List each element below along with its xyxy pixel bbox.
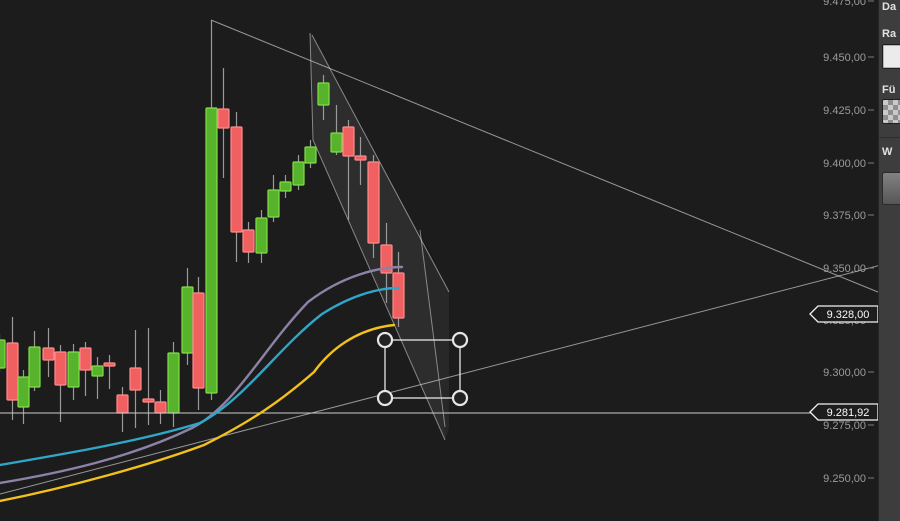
candle-body-down	[230, 126, 243, 233]
candle-body-up	[255, 217, 268, 254]
descending-trendline[interactable]	[210, 19, 879, 301]
selection-handle[interactable]	[376, 389, 394, 407]
ma-yellow	[0, 323, 396, 503]
candle-body-down	[103, 362, 116, 367]
candle-body-up	[28, 346, 41, 388]
candle-body-up	[205, 107, 218, 394]
candle-body-down	[116, 394, 129, 414]
candle-body-up	[167, 352, 180, 414]
axis-label: 9.250,00	[823, 473, 866, 485]
candle-body-down	[129, 367, 142, 391]
candle-body-down	[342, 126, 355, 157]
price-tags[interactable]: 9.328,00 9.281,92	[809, 305, 879, 421]
candle-body-down	[142, 398, 155, 403]
candles	[0, 20, 405, 432]
border-color-label: Ra	[882, 28, 897, 40]
candle-body-up	[67, 351, 80, 388]
border-color-swatch[interactable]	[882, 44, 900, 69]
selection-handle[interactable]	[451, 331, 469, 349]
chart-canvas[interactable]: 9.475,00 9.450,00 9.425,00 9.400,00 9.375,00…	[0, 0, 879, 521]
candle-body-down	[54, 351, 67, 386]
candle-body-up	[267, 189, 280, 218]
selection-rect[interactable]	[384, 339, 461, 399]
candle-body-up	[292, 161, 305, 186]
ma-cyan	[0, 286, 400, 467]
channel-edge-line[interactable]	[311, 34, 450, 293]
candle-body-down	[380, 244, 393, 274]
price-tag-value: 9.328,00	[827, 309, 870, 321]
candle-body-down	[392, 272, 405, 319]
panel-divider	[879, 137, 900, 138]
candle-body-down	[354, 155, 367, 161]
ascending-trendline[interactable]	[0, 260, 879, 495]
candle-body-up	[304, 146, 317, 164]
axis-label: 9.400,00	[823, 158, 866, 170]
candle-body-down	[192, 292, 205, 389]
ma-purple	[0, 265, 404, 485]
panel-button[interactable]	[882, 172, 900, 205]
price-tag-value: 9.281,92	[827, 407, 870, 419]
candle-body-down	[79, 347, 92, 371]
axis-label: 9.275,00	[823, 420, 866, 432]
axis-label: 9.425,00	[823, 105, 866, 117]
moving-averages	[0, 265, 404, 503]
candle-body-down	[6, 342, 19, 401]
candle-body-up	[317, 82, 330, 106]
trendlines[interactable]	[0, 19, 879, 495]
selection-handle[interactable]	[376, 331, 394, 349]
axis-label: 9.350,00	[823, 263, 866, 275]
axis-label: 9.375,00	[823, 210, 866, 222]
axis-label: 9.475,00	[823, 0, 866, 8]
panel-title: Da	[882, 1, 897, 13]
settings-panel: Da Ra Fü W	[878, 0, 900, 521]
candle-body-up	[91, 365, 104, 377]
candle-body-down	[242, 229, 255, 253]
candle-body-up	[181, 286, 194, 354]
candle-body-up	[330, 132, 343, 153]
fill-color-swatch[interactable]	[882, 99, 900, 124]
candle-body-down	[154, 401, 167, 414]
axis-label: 9.450,00	[823, 52, 866, 64]
candle-body-up	[0, 339, 6, 369]
candle-body-down	[217, 108, 230, 129]
fill-color-label: Fü	[882, 84, 896, 96]
tool-section-label: W	[882, 146, 893, 158]
selection-box[interactable]	[376, 331, 469, 407]
candle-body-down	[367, 161, 380, 244]
channel-fill	[420, 230, 449, 437]
candle-body-up	[279, 181, 292, 192]
channel-edge-line[interactable]	[419, 229, 446, 428]
selection-handle[interactable]	[451, 389, 469, 407]
candle-body-down	[42, 347, 55, 361]
candle-body-up	[17, 376, 30, 408]
axis-label: 9.300,00	[823, 367, 866, 379]
